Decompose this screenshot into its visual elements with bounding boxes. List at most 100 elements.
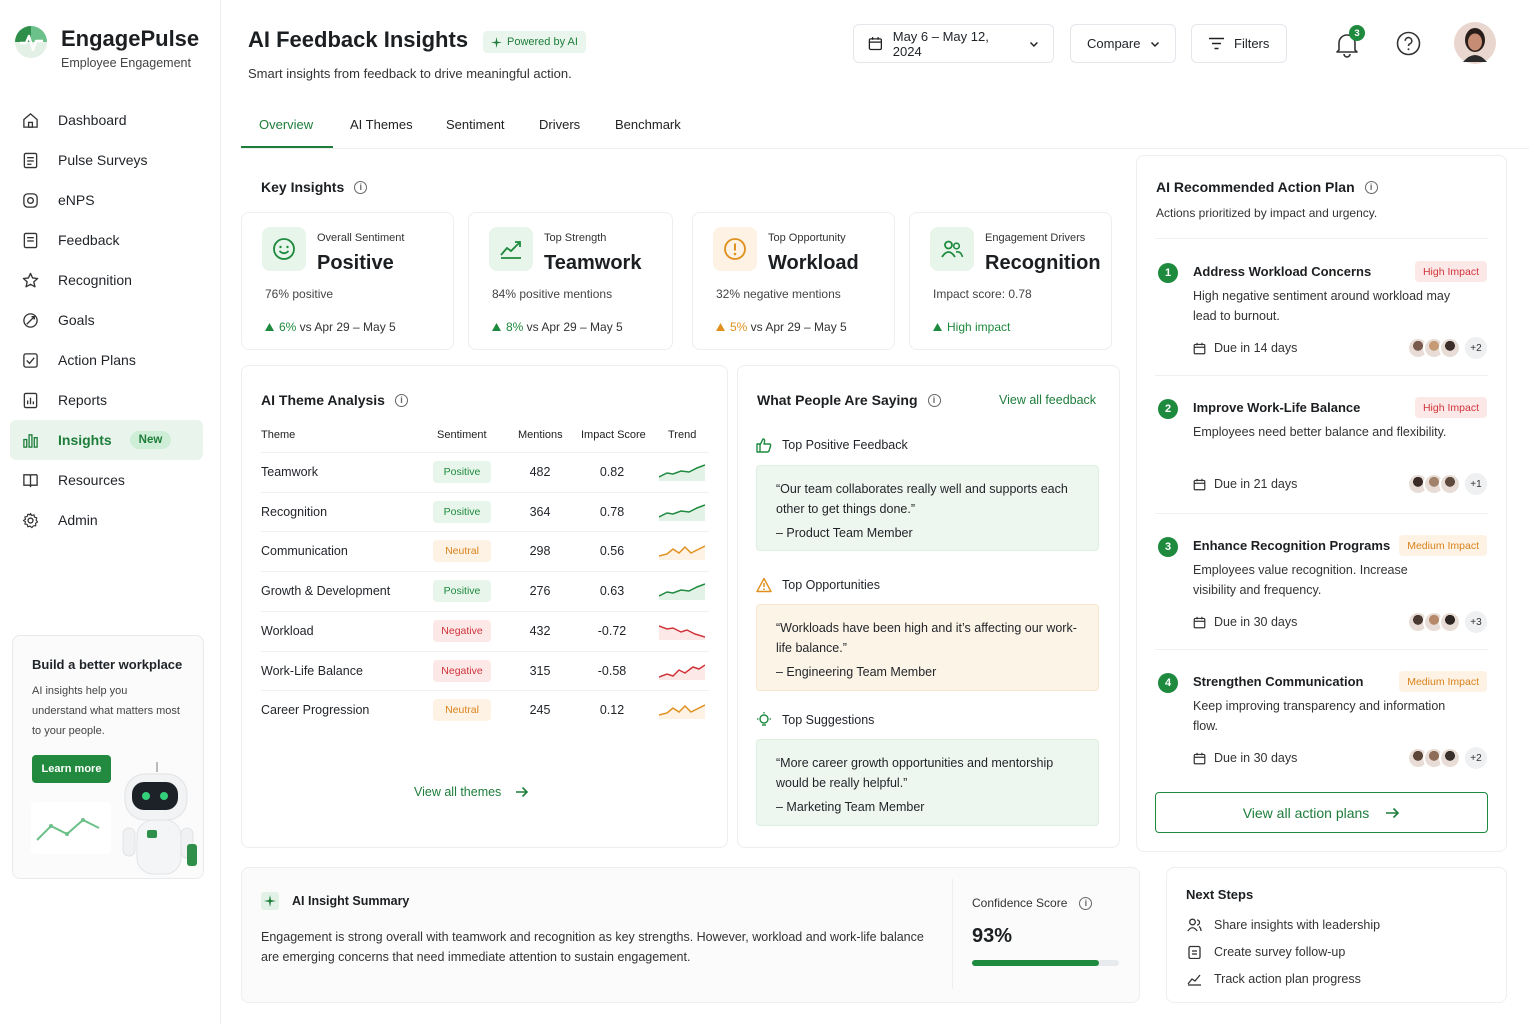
kpi-card-top-strength[interactable]: Top Strength Teamwork 84% positive menti… — [468, 212, 673, 350]
impact-badge: High Impact — [1414, 397, 1487, 418]
tab-bar: Overview AI Themes Sentiment Drivers Ben… — [241, 107, 1529, 149]
kpi-value: Teamwork — [544, 252, 642, 274]
action-title: Address Workload Concerns — [1193, 264, 1372, 279]
theme-analysis-card — [241, 365, 728, 848]
compare-dropdown[interactable]: Compare — [1070, 24, 1176, 63]
notifications-button[interactable]: 3 — [1335, 25, 1365, 58]
brand[interactable]: EngagePulse Employee Engagement — [12, 22, 199, 70]
sidebar-item-recognition[interactable]: Recognition — [10, 260, 203, 300]
kpi-card-engagement-drivers[interactable]: Engagement Drivers Recognition Impact sc… — [909, 212, 1112, 350]
sidebar-item-label: Resources — [58, 472, 125, 488]
action-item[interactable]: 3 Enhance Recognition Programs Medium Im… — [1158, 535, 1488, 635]
action-divider — [1155, 238, 1488, 239]
table-row[interactable]: Work-Life Balance Negative 315 -0.58 — [261, 650, 709, 690]
tab-overview[interactable]: Overview — [259, 117, 314, 132]
sidebar-item-label: Reports — [58, 392, 108, 408]
action-due: Due in 21 days — [1193, 477, 1297, 491]
info-icon[interactable]: i — [1364, 180, 1378, 194]
date-range-label: May 6 – May 12, 2024 — [892, 28, 989, 59]
table-row[interactable]: Communication Neutral 298 0.56 — [261, 531, 709, 570]
page-title: AI Feedback Insights — [248, 27, 469, 52]
sidebar-item-insights[interactable]: Insights New — [10, 420, 203, 460]
feedback-quote-card[interactable]: “More career growth opportunities and me… — [756, 739, 1099, 826]
table-row[interactable]: Recognition Positive 364 0.78 — [261, 491, 709, 531]
info-icon[interactable]: i — [394, 393, 408, 407]
kpi-description: Impact score: 0.78 — [933, 287, 1032, 301]
sidebar-item-action-plans[interactable]: Action Plans — [10, 340, 203, 380]
info-icon[interactable]: i — [354, 180, 368, 194]
sidebar-item-goals[interactable]: Goals — [10, 300, 203, 340]
feedback-section-heading: Top Suggestions — [756, 712, 874, 728]
main-area: AI Feedback Insights Powered by AI Smart… — [221, 0, 1536, 1024]
column-header-sentiment: Sentiment — [437, 429, 487, 441]
feedback-quote-card[interactable]: “Our team collaborates really well and s… — [756, 465, 1099, 551]
sidebar-item-reports[interactable]: Reports — [10, 380, 203, 420]
compare-label: Compare — [1087, 36, 1141, 51]
gear-icon — [22, 512, 39, 528]
table-row[interactable]: Career Progression Neutral 245 0.12 — [261, 690, 709, 729]
kpi-value: Recognition — [985, 252, 1101, 274]
kpi-trend-comparison: vs Apr 29 – May 5 — [296, 320, 396, 334]
kpi-card-top-opportunity[interactable]: Top Opportunity Workload 32% negative me… — [692, 212, 895, 350]
theme-analysis-heading: AI Theme Analysis — [261, 392, 385, 408]
user-avatar[interactable] — [1454, 22, 1496, 64]
impact-score-value: 0.12 — [599, 703, 625, 718]
table-row[interactable]: Teamwork Positive 482 0.82 — [261, 452, 709, 491]
sidebar-item-resources[interactable]: Resources — [10, 460, 203, 500]
next-step-survey-follow-up[interactable]: Create survey follow-up — [1187, 945, 1345, 959]
table-row[interactable]: Workload Negative 432 -0.72 — [261, 610, 709, 650]
action-number: 4 — [1158, 673, 1178, 693]
more-assignees-badge: +1 — [1465, 473, 1487, 495]
book-icon — [23, 473, 38, 487]
next-step-share-insights[interactable]: Share insights with leadership — [1187, 918, 1380, 932]
kpi-label: Top Strength — [544, 232, 607, 244]
sidebar-item-admin[interactable]: Admin — [10, 500, 203, 540]
action-due-label: Due in 30 days — [1214, 751, 1298, 765]
action-item[interactable]: 2 Improve Work-Life Balance High Impact … — [1158, 397, 1488, 497]
learn-more-button[interactable]: Learn more — [32, 755, 111, 783]
info-icon[interactable]: i — [1079, 896, 1093, 910]
filters-button[interactable]: Filters — [1191, 24, 1287, 63]
tab-sentiment[interactable]: Sentiment — [446, 117, 505, 132]
assignee-avatar — [1439, 473, 1461, 495]
action-divider — [1155, 513, 1488, 514]
next-step-track-progress[interactable]: Track action plan progress — [1187, 972, 1361, 986]
next-step-label: Share insights with leadership — [1214, 918, 1381, 932]
active-tab-indicator — [241, 146, 333, 148]
trend-up-icon — [489, 227, 533, 271]
view-all-action-plans-label: View all action plans — [1242, 804, 1370, 821]
sidebar-item-dashboard[interactable]: Dashboard — [10, 100, 203, 140]
theme-analysis-title: AI Theme Analysis i — [261, 392, 408, 408]
view-all-action-plans-button[interactable]: View all action plans — [1155, 792, 1488, 833]
view-all-feedback-link[interactable]: View all feedback — [999, 393, 1097, 407]
kpi-card-overall-sentiment[interactable]: Overall Sentiment Positive 76% positive … — [241, 212, 454, 350]
warning-icon — [756, 577, 772, 593]
promo-text: AI insights help you understand what mat… — [32, 685, 180, 737]
date-range-picker[interactable]: May 6 – May 12, 2024 — [853, 24, 1054, 63]
help-icon[interactable] — [1396, 31, 1421, 56]
tab-benchmark[interactable]: Benchmark — [615, 117, 681, 132]
feedback-quote-card[interactable]: “Workloads have been high and it’s affec… — [756, 604, 1099, 691]
sidebar-item-pulse-surveys[interactable]: Pulse Surveys — [10, 140, 203, 180]
arrow-right-icon — [516, 786, 529, 798]
kpi-trend: 8% vs Apr 29 – May 5 — [492, 320, 623, 334]
assignee-avatars: +3 — [1407, 611, 1487, 633]
kpi-value: Workload — [768, 252, 859, 274]
theme-name: Career Progression — [261, 703, 370, 718]
tab-drivers[interactable]: Drivers — [539, 117, 581, 132]
trend-chart-icon — [1187, 974, 1201, 986]
view-all-themes-link[interactable]: View all themes — [414, 785, 529, 799]
sidebar-item-enps[interactable]: eNPS — [10, 180, 203, 220]
sidebar-item-feedback[interactable]: Feedback — [10, 220, 203, 260]
tab-ai-themes[interactable]: AI Themes — [350, 117, 413, 132]
table-row[interactable]: Growth & Development Positive 276 0.63 — [261, 571, 709, 610]
sidebar-item-label: eNPS — [58, 192, 95, 208]
feedback-section-title: Top Opportunities — [782, 578, 880, 592]
info-icon[interactable]: i — [927, 393, 941, 407]
kpi-trend: 6% vs Apr 29 – May 5 — [265, 320, 396, 334]
powered-by-ai-badge: Powered by AI — [483, 31, 586, 53]
sidebar-nav: Dashboard Pulse Surveys eNPS Feedback Recogn… — [10, 100, 203, 540]
promo-title: Build a better workplace — [32, 657, 183, 672]
action-item[interactable]: 4 Strengthen Communication Medium Impact… — [1158, 671, 1488, 771]
action-item[interactable]: 1 Address Workload Concerns High Impact … — [1158, 261, 1488, 361]
